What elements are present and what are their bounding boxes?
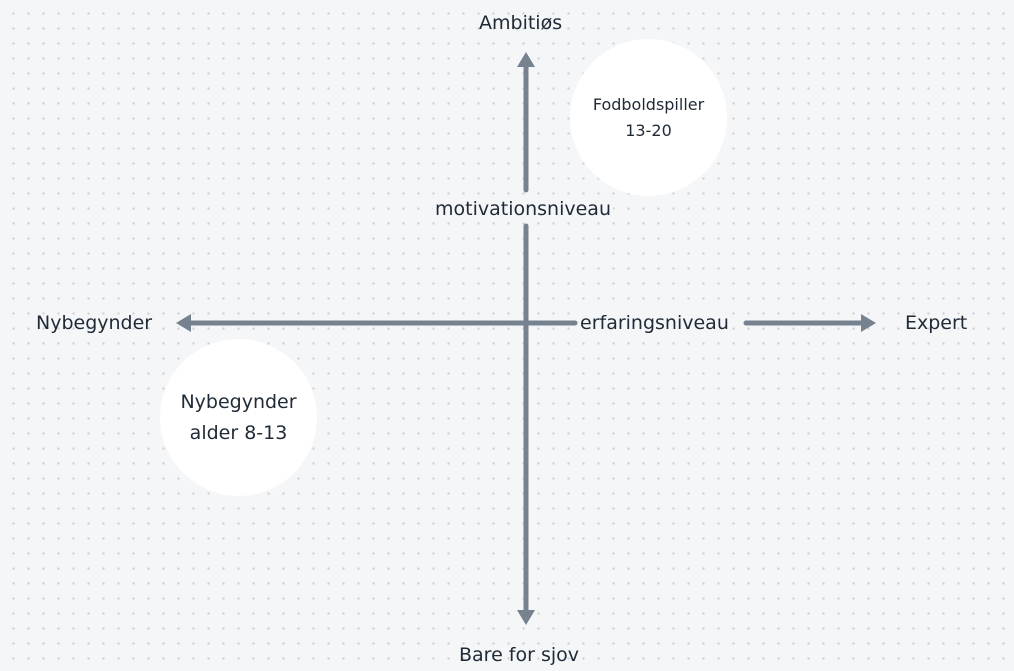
horizontal-axis-title: erfaringsniveau xyxy=(578,311,731,335)
arrow-left-icon xyxy=(176,314,191,332)
vertical-axis-title: motivationsniveau xyxy=(433,197,613,221)
segment-circle-line1: Nybegynder xyxy=(180,390,297,413)
axis-bottom-label: Bare for sjov xyxy=(459,644,580,666)
arrow-down-icon xyxy=(517,610,535,625)
segment-circle-line1: Fodboldspiller xyxy=(592,94,705,114)
axis-top-label: Ambitiøs xyxy=(479,12,563,34)
arrow-right-icon xyxy=(861,314,876,332)
arrow-up-icon xyxy=(517,52,535,67)
axis-left-label: Nybegynder xyxy=(36,312,153,334)
axis-right-label: Expert xyxy=(905,312,968,334)
segment-circle-football-player[interactable]: Fodboldspiller 13-20 xyxy=(570,39,727,196)
segment-circle-line2: alder 8-13 xyxy=(189,421,288,444)
segment-circle-beginner[interactable]: Nybegynder alder 8-13 xyxy=(160,339,317,496)
segment-circle-line2: 13-20 xyxy=(625,120,672,140)
